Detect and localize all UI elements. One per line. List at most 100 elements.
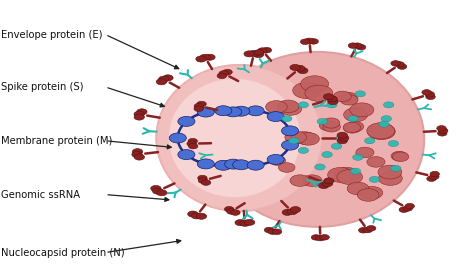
Circle shape [437,126,446,131]
Circle shape [188,144,198,149]
Ellipse shape [156,65,322,211]
Circle shape [285,131,307,144]
Circle shape [132,149,143,155]
Circle shape [391,151,407,161]
Circle shape [348,116,358,122]
Circle shape [153,188,163,194]
Circle shape [298,147,309,153]
Circle shape [289,138,299,144]
Circle shape [233,106,250,116]
Circle shape [198,178,208,183]
Circle shape [317,182,328,188]
Circle shape [305,85,333,101]
Circle shape [336,135,346,141]
Circle shape [265,101,287,113]
Circle shape [322,118,340,128]
Circle shape [264,227,274,233]
Circle shape [194,103,204,109]
Circle shape [244,51,255,57]
Circle shape [320,235,329,240]
Circle shape [277,100,299,113]
Circle shape [302,175,322,187]
Circle shape [134,111,145,117]
Text: Spike protein (S): Spike protein (S) [1,82,83,92]
Circle shape [324,178,334,184]
Circle shape [200,54,210,60]
Circle shape [348,43,358,48]
Circle shape [331,143,342,149]
Circle shape [188,138,198,144]
Circle shape [383,102,394,108]
Circle shape [327,96,337,102]
Circle shape [247,160,264,170]
Circle shape [337,132,347,138]
Circle shape [132,152,142,158]
Circle shape [399,207,409,213]
Circle shape [365,138,375,144]
Circle shape [334,167,360,182]
Circle shape [290,175,310,186]
Circle shape [196,56,206,62]
Circle shape [240,220,250,226]
Circle shape [319,120,337,131]
Circle shape [327,102,337,108]
Circle shape [337,138,347,144]
Circle shape [367,123,394,139]
Circle shape [356,44,366,50]
Circle shape [346,121,364,132]
Circle shape [224,206,234,212]
Circle shape [366,225,376,231]
Circle shape [233,160,250,170]
Circle shape [278,163,295,172]
Circle shape [322,181,333,187]
Circle shape [249,50,259,56]
Circle shape [328,168,353,182]
Circle shape [156,79,167,85]
Circle shape [343,122,361,132]
Circle shape [227,209,236,214]
Circle shape [158,76,169,82]
Ellipse shape [156,65,322,211]
Circle shape [235,220,246,226]
Circle shape [258,48,267,53]
Circle shape [379,121,389,127]
Circle shape [197,107,214,117]
Circle shape [356,147,374,158]
Circle shape [322,152,332,158]
Circle shape [187,141,196,147]
Circle shape [298,132,319,145]
Circle shape [197,159,214,169]
Circle shape [247,106,264,116]
Circle shape [405,203,414,209]
Circle shape [347,182,369,195]
Circle shape [194,106,203,112]
Circle shape [353,43,362,49]
Circle shape [169,133,186,143]
Circle shape [340,95,358,105]
Circle shape [328,99,338,105]
Circle shape [429,174,439,179]
Circle shape [311,235,321,240]
Circle shape [178,116,195,126]
Circle shape [219,71,228,76]
Circle shape [197,101,206,107]
Circle shape [282,140,299,150]
Circle shape [151,185,161,192]
Circle shape [253,52,264,58]
Circle shape [262,47,272,53]
Circle shape [294,65,305,71]
Circle shape [188,211,198,217]
Circle shape [323,122,340,132]
Circle shape [134,114,145,120]
Circle shape [201,180,211,185]
Circle shape [353,154,363,160]
Circle shape [178,150,195,160]
Circle shape [191,213,202,219]
Circle shape [316,235,325,241]
Circle shape [280,103,301,115]
Circle shape [305,38,314,44]
Circle shape [196,213,207,219]
Circle shape [425,91,435,97]
Circle shape [350,103,374,117]
Circle shape [438,128,448,134]
